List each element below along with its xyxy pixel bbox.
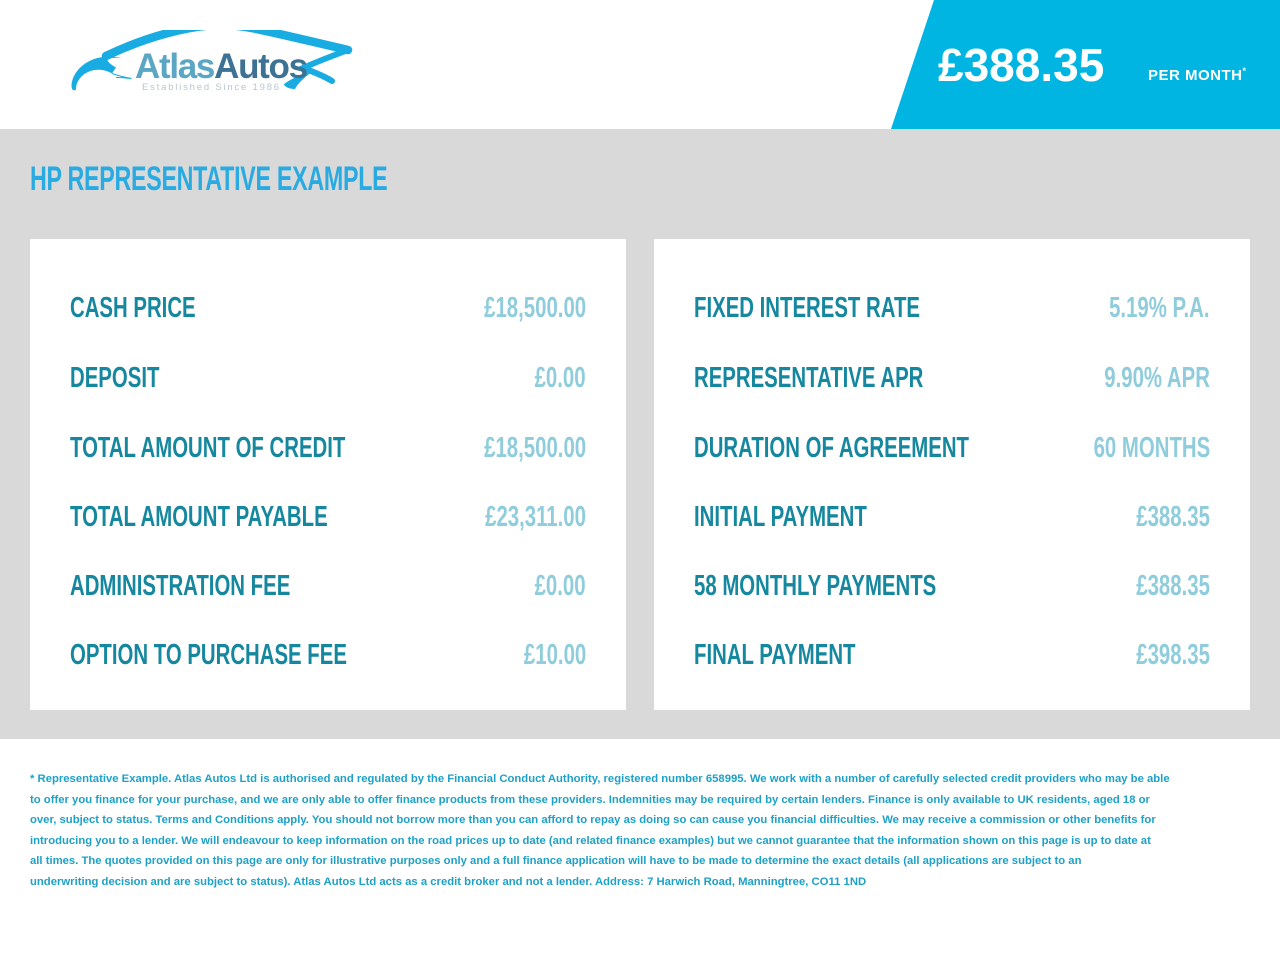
svg-text:Established Since 1986: Established Since 1986 — [142, 82, 281, 93]
svg-text:AtlasAutos: AtlasAutos — [135, 47, 308, 86]
